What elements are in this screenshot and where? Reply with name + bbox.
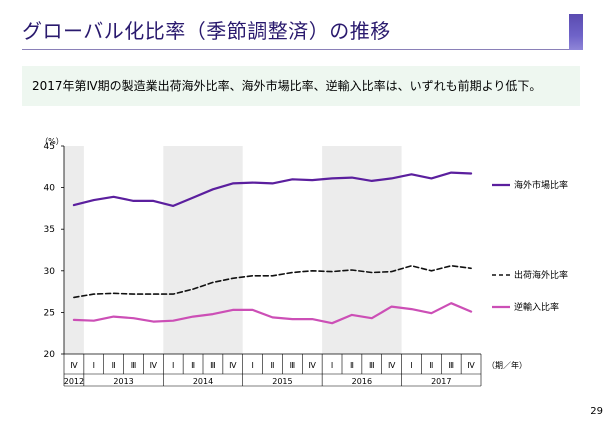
quarter-label: Ⅰ	[251, 361, 253, 370]
y-unit-label: （%）	[40, 137, 64, 146]
quarter-label: Ⅰ	[172, 361, 174, 370]
y-tick-label: 20	[44, 350, 56, 360]
quarter-label: Ⅳ	[309, 361, 317, 370]
slide-title: グローバル化比率（季節調整済）の推移	[22, 19, 391, 43]
shaded-band-2016	[322, 146, 402, 354]
shaded-band-2014	[163, 146, 243, 354]
year-label: 2013	[113, 377, 133, 386]
page-number: 29	[590, 406, 603, 417]
quarter-label: Ⅲ	[369, 361, 375, 370]
y-tick-label: 30	[44, 267, 56, 277]
quarter-label: Ⅳ	[70, 361, 78, 370]
quarter-label: Ⅱ	[350, 361, 354, 370]
quarter-label: Ⅲ	[448, 361, 454, 370]
quarter-label: Ⅰ	[93, 361, 95, 370]
quarter-label: Ⅰ	[410, 361, 412, 370]
legend-label-2: 逆輸入比率	[514, 301, 559, 313]
legend-label-1: 出荷海外比率	[514, 269, 568, 281]
summary-box: 2017年第Ⅳ期の製造業出荷海外比率、海外市場比率、逆輸入比率は、いずれも前期よ…	[22, 66, 580, 106]
quarter-label: Ⅱ	[112, 361, 116, 370]
quarter-label: Ⅳ	[467, 361, 475, 370]
quarter-label: Ⅰ	[331, 361, 333, 370]
quarter-label: Ⅱ	[271, 361, 275, 370]
quarter-label: Ⅲ	[290, 361, 296, 370]
y-tick-label: 25	[44, 308, 55, 318]
quarter-label: Ⅳ	[150, 361, 158, 370]
year-label: 2015	[272, 377, 292, 386]
x-unit-label: （期／年）	[487, 360, 527, 370]
series-line-0	[72, 171, 473, 207]
title-underline	[22, 49, 582, 50]
corner-decoration	[569, 14, 583, 50]
quarter-label: Ⅲ	[131, 361, 137, 370]
year-label: 2016	[352, 377, 372, 386]
quarter-label: Ⅳ	[388, 361, 396, 370]
legend-label-0: 海外市場比率	[514, 179, 568, 191]
quarter-label: Ⅱ	[191, 361, 195, 370]
year-label: 2017	[431, 377, 451, 386]
year-label: 2014	[193, 377, 213, 386]
quarter-label: Ⅳ	[229, 361, 237, 370]
shaded-band-2012	[64, 146, 84, 354]
quarter-label: Ⅱ	[429, 361, 433, 370]
y-tick-label: 40	[44, 184, 56, 194]
y-tick-label: 35	[44, 225, 55, 235]
year-label: 2012	[64, 377, 84, 386]
series-line-1	[73, 264, 472, 299]
y-tick-label: 45	[44, 142, 55, 152]
series-line-2	[72, 302, 473, 325]
quarter-label: Ⅲ	[210, 361, 216, 370]
